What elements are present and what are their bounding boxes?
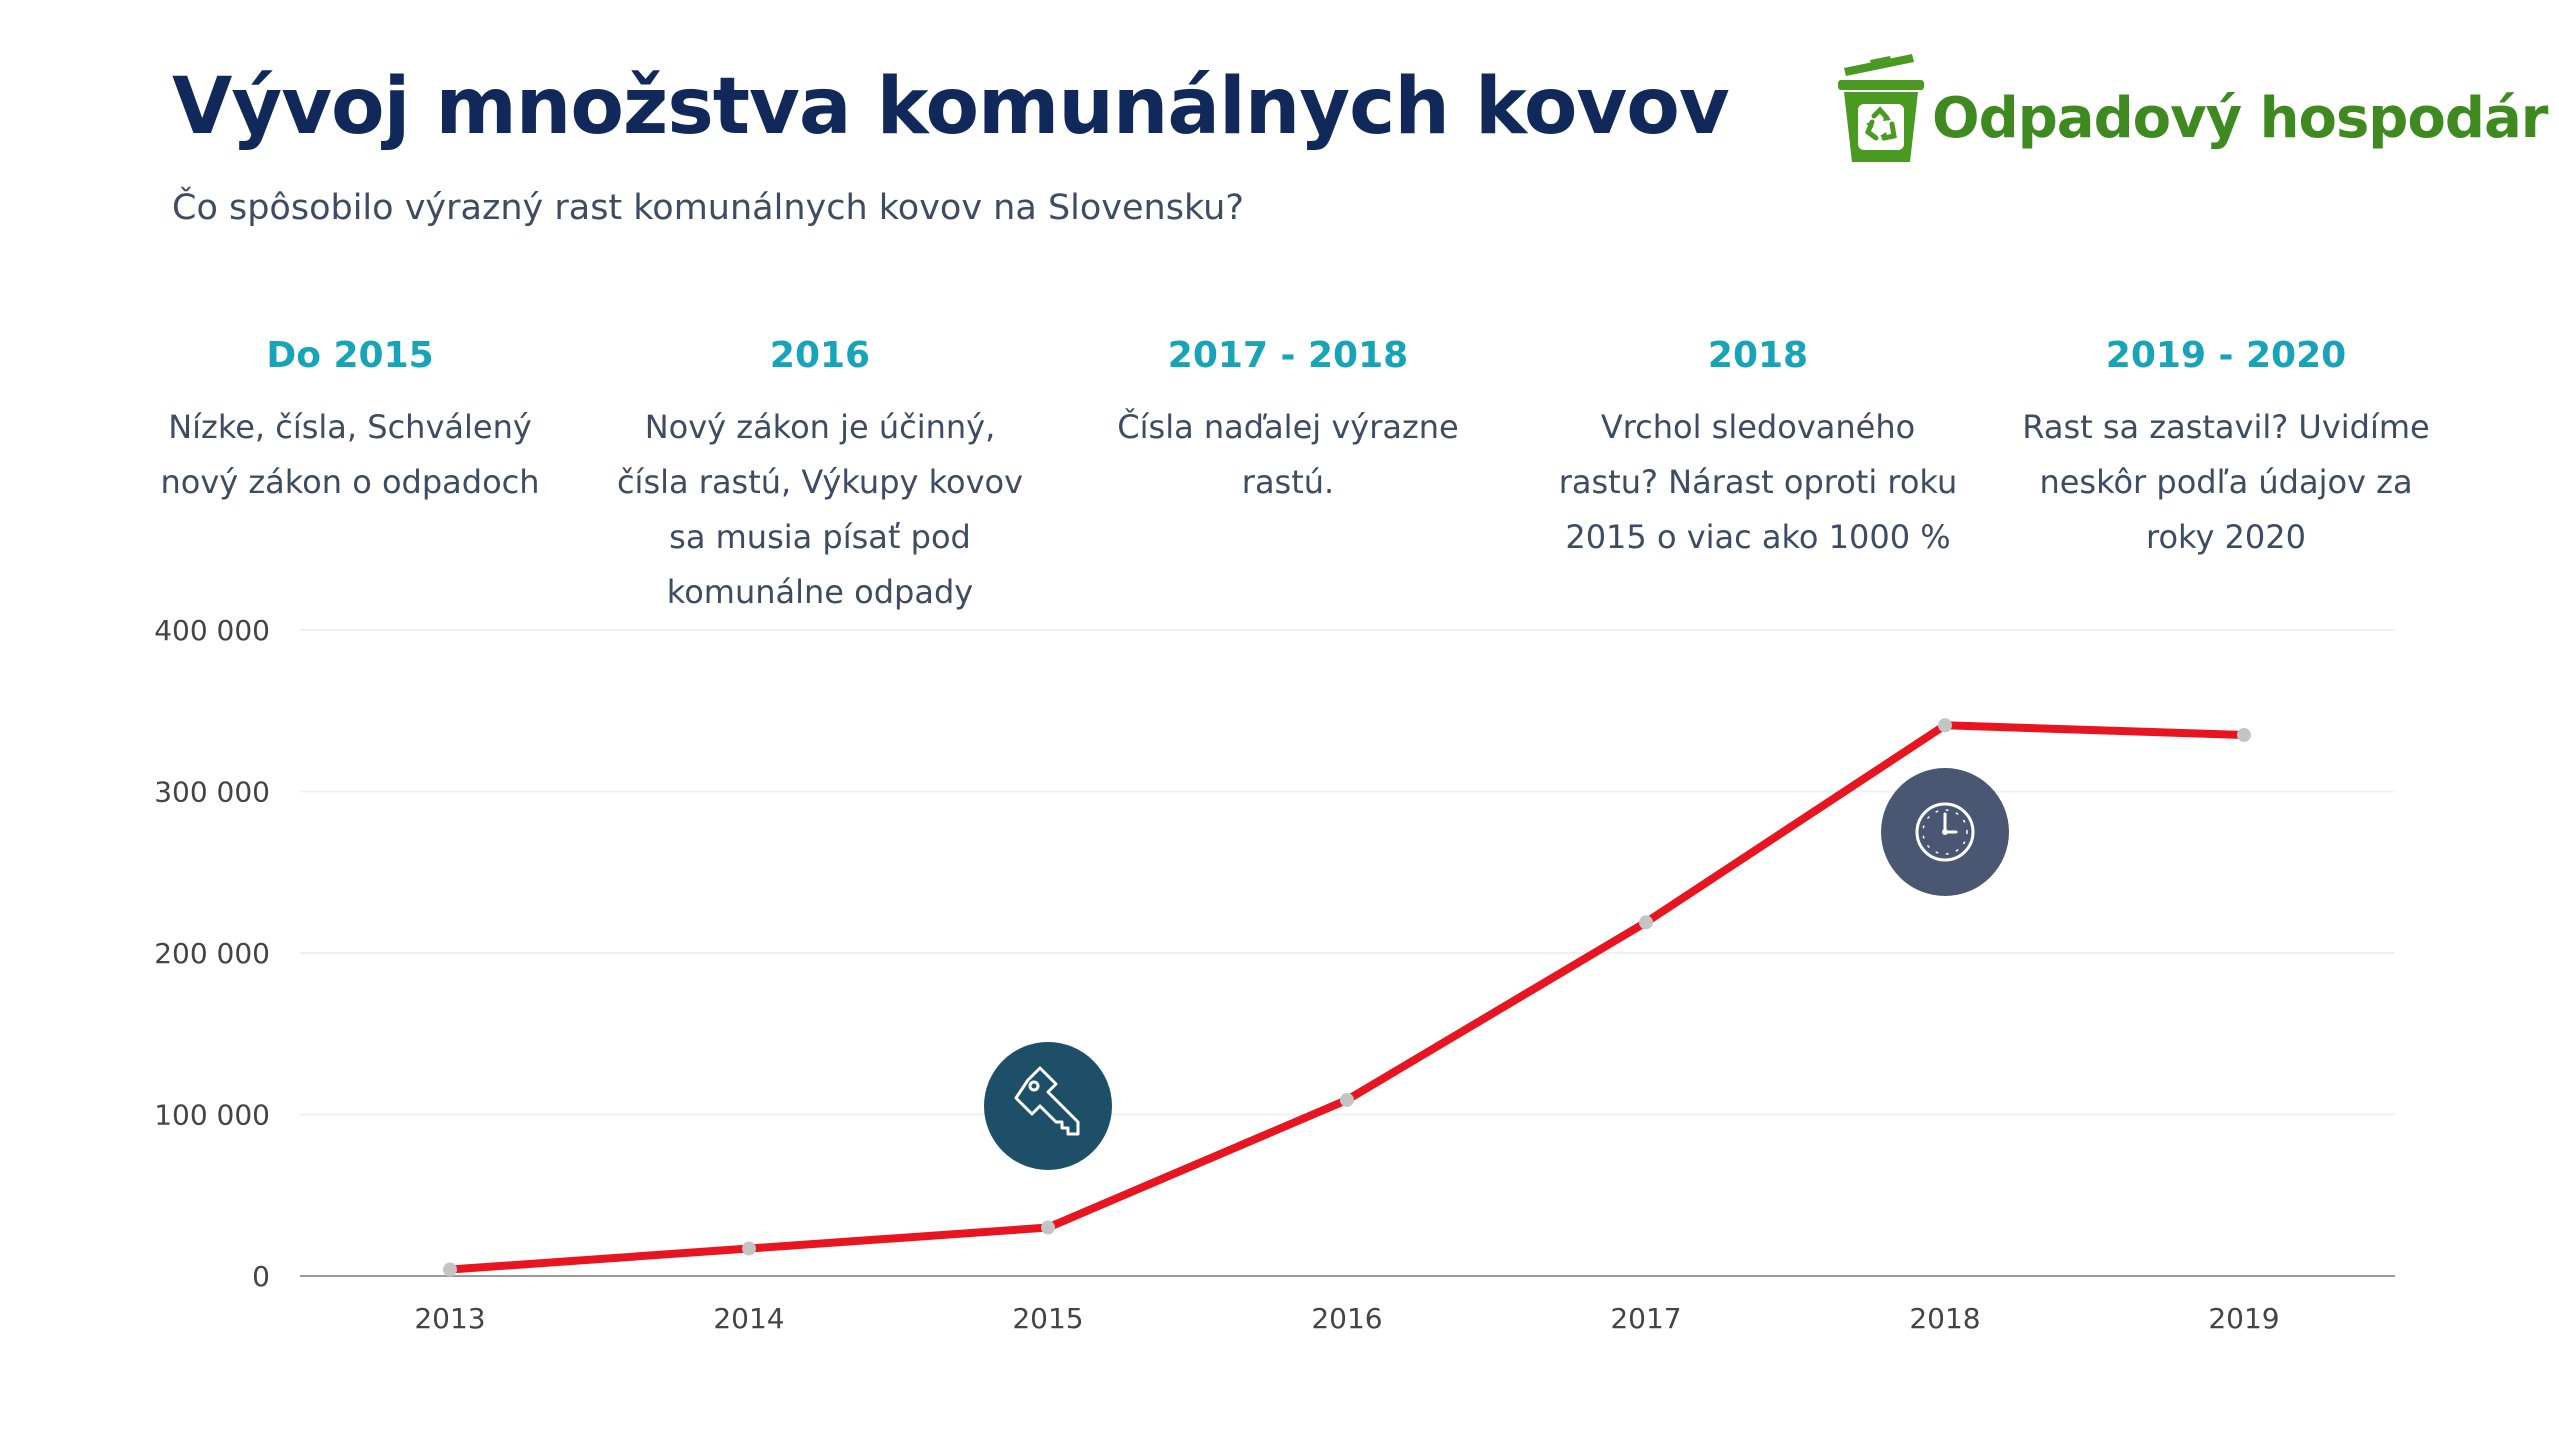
phase-column: 2019 - 2020 Rast sa zastavil? Uvidíme nes… <box>2021 330 2431 565</box>
y-tick-label: 300 000 <box>154 776 270 809</box>
x-tick-label: 2017 <box>1610 1302 1681 1335</box>
y-tick-label: 200 000 <box>154 937 270 970</box>
phase-title: 2016 <box>769 335 871 376</box>
data-point <box>2237 727 2251 742</box>
x-tick-label: 2014 <box>713 1302 784 1335</box>
y-tick-label: 100 000 <box>154 1099 270 1132</box>
data-point <box>1639 915 1653 930</box>
phase-column: 2016 Nový zákon je účinný, čísla rastú, V… <box>615 330 1025 620</box>
page-title: Vývoj množstva komunálnych kovov <box>172 62 1730 152</box>
page-subtitle: Čo spôsobilo výrazný rast komunálnych ko… <box>172 188 1244 228</box>
phase-description: Nízke, čísla, Schválený nový zákon o odp… <box>160 408 540 501</box>
data-point <box>443 1262 457 1277</box>
phase-column: Do 2015 Nízke, čísla, Schválený nový záko… <box>145 330 555 510</box>
x-tick-label: 2015 <box>1012 1302 1083 1335</box>
phase-title: Do 2015 <box>266 335 434 376</box>
x-tick-label: 2018 <box>1909 1302 1980 1335</box>
phase-description: Čísla naďalej výrazne rastú. <box>1117 408 1459 501</box>
x-tick-label: 2016 <box>1311 1302 1382 1335</box>
phase-column: 2018 Vrchol sledovaného rastu? Nárast opr… <box>1553 330 1963 565</box>
phase-description: Rast sa zastavil? Uvidíme neskôr podľa ú… <box>2022 408 2430 556</box>
logo-text: Odpadový hospodár <box>1932 86 2548 151</box>
phase-title: 2018 <box>1707 335 1809 376</box>
data-point <box>742 1241 756 1256</box>
phase-title: 2019 - 2020 <box>2105 335 2347 376</box>
x-tick-label: 2013 <box>414 1302 485 1335</box>
data-point <box>1340 1092 1354 1107</box>
data-point <box>1041 1220 1055 1235</box>
phase-description: Nový zákon je účinný, čísla rastú, Výkup… <box>616 408 1024 611</box>
key-icon <box>984 1042 1112 1171</box>
recycle-bin-icon <box>1838 54 1924 162</box>
y-tick-label: 0 <box>252 1260 270 1293</box>
data-point <box>1938 718 1952 733</box>
x-tick-label: 2019 <box>2208 1302 2279 1335</box>
phase-title: 2017 - 2018 <box>1167 335 1409 376</box>
phase-column: 2017 - 2018 Čísla naďalej výrazne rastú. <box>1083 330 1493 510</box>
phase-description: Vrchol sledovaného rastu? Nárast oproti … <box>1558 408 1958 556</box>
logo: Odpadový hospodár <box>1830 50 2548 170</box>
y-tick-label: 400 000 <box>154 614 270 647</box>
clock-icon <box>1881 767 2009 896</box>
